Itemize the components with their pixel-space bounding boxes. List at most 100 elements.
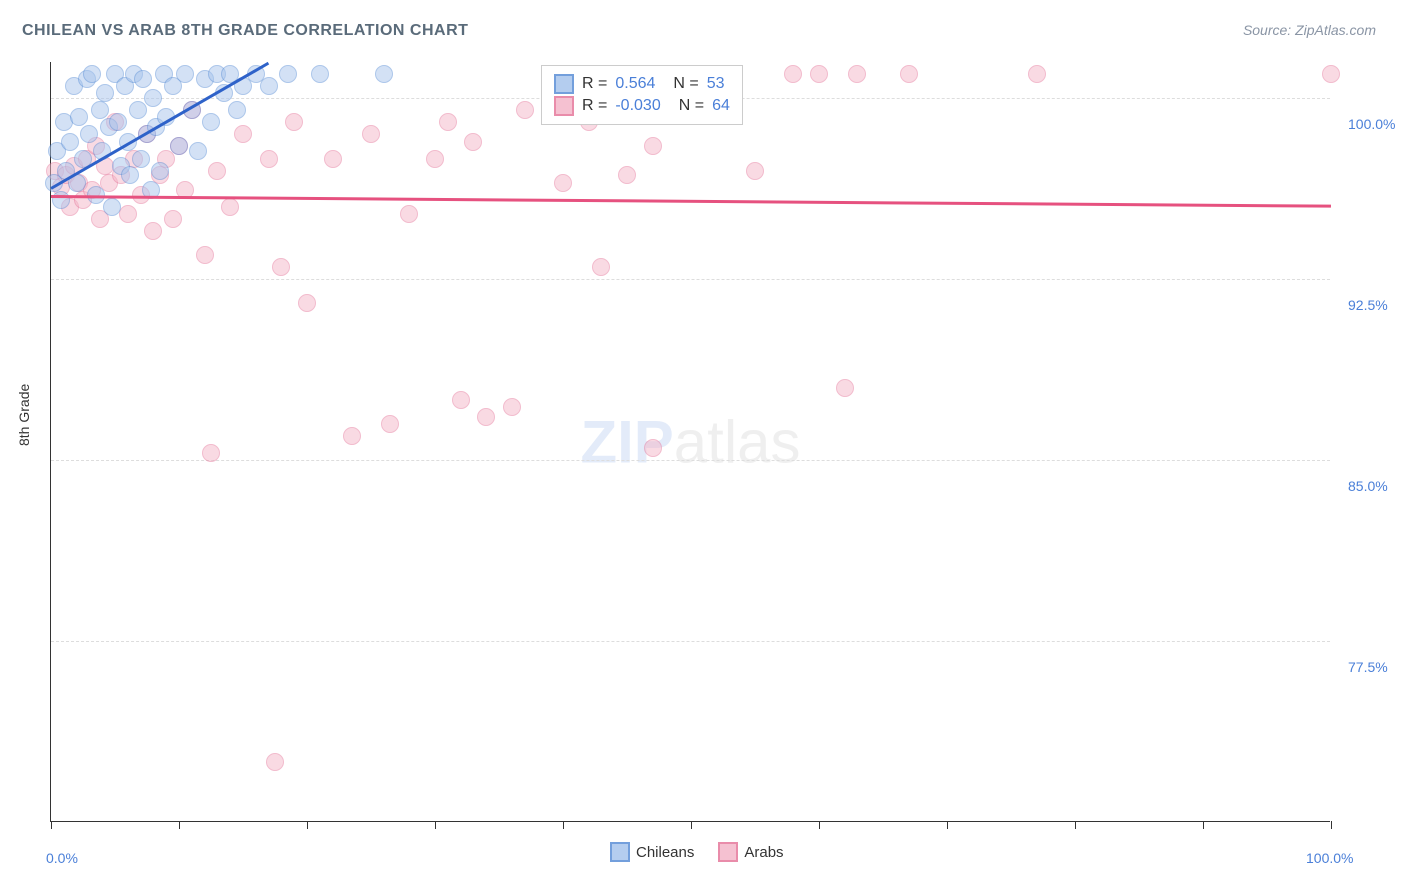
arabs-point [164,210,182,228]
y-axis-label: 8th Grade [16,384,32,446]
arabs-point [554,174,572,192]
arabs-point [784,65,802,83]
y-tick-label: 92.5% [1348,297,1388,313]
chileans-point [144,89,162,107]
arabs-r-value: -0.030 [615,97,660,115]
arabs-point [644,439,662,457]
watermark: ZIPatlas [580,407,800,476]
chileans-point [279,65,297,83]
arabs-point [272,258,290,276]
chileans-point [70,108,88,126]
chileans-point [202,113,220,131]
arabs-point [464,133,482,151]
chileans-point [61,133,79,151]
x-tick [1331,821,1332,829]
arabs-point [746,162,764,180]
arabs-point [202,444,220,462]
arabs-point [324,150,342,168]
y-tick-label: 85.0% [1348,478,1388,494]
x-tick [51,821,52,829]
r-label: R = [582,97,607,115]
n-label: N = [679,97,704,115]
arabs-point [592,258,610,276]
arabs-point [400,205,418,223]
arabs-point [1322,65,1340,83]
chileans-point [132,150,150,168]
x-tick [1075,821,1076,829]
arabs-point [298,294,316,312]
x-tick [563,821,564,829]
arabs-point [516,101,534,119]
x-tick [435,821,436,829]
x-tick [819,821,820,829]
chileans-point [52,191,70,209]
chileans-point [375,65,393,83]
arabs-point [266,753,284,771]
arabs-point [503,398,521,416]
arabs-point [810,65,828,83]
arabs-point [362,125,380,143]
chileans-point [80,125,98,143]
x-tick-label: 0.0% [46,850,78,866]
x-tick [179,821,180,829]
legend-item-arabs: Arabs [718,842,783,862]
y-tick-label: 77.5% [1348,659,1388,675]
chart-title: CHILEAN VS ARAB 8TH GRADE CORRELATION CH… [22,22,468,40]
correlation-legend: R = 0.564N = 53R = -0.030N = 64 [541,65,743,125]
arabs-point [285,113,303,131]
arabs-point [234,125,252,143]
x-tick [1203,821,1204,829]
chileans-swatch [554,74,574,94]
arabs-point [426,150,444,168]
chileans-point [129,101,147,119]
legend-item-chileans: Chileans [610,842,694,862]
arabs-point [900,65,918,83]
chileans-point [103,198,121,216]
chileans-point [151,162,169,180]
series-legend: Chileans Arabs [610,842,784,862]
gridline [51,641,1330,642]
arabs-point [618,166,636,184]
chileans-point [134,70,152,88]
watermark-part2: atlas [674,408,801,475]
chileans-point [109,113,127,131]
chileans-point [176,65,194,83]
x-tick [307,821,308,829]
arabs-point [221,198,239,216]
watermark-part1: ZIP [580,408,673,475]
gridline [51,460,1330,461]
chileans-point [260,77,278,95]
arabs-point [144,222,162,240]
arabs-point [439,113,457,131]
arabs-point [260,150,278,168]
arabs-point [196,246,214,264]
gridline [51,279,1330,280]
legend-row-arabs: R = -0.030 N = 64 [554,96,730,116]
x-tick [947,821,948,829]
x-tick-label: 100.0% [1306,850,1353,866]
arabs-swatch [554,96,574,116]
arabs-point [644,137,662,155]
chileans-point [91,101,109,119]
arabs-point [452,391,470,409]
source-label: Source: ZipAtlas.com [1243,22,1376,38]
chileans-point [121,166,139,184]
arabs-point [343,427,361,445]
arabs-point [381,415,399,433]
chileans-point [228,101,246,119]
arabs-swatch-bottom [718,842,738,862]
n-label: N = [673,75,698,93]
arabs-trendline [51,195,1331,208]
r-label: R = [582,75,607,93]
chileans-point [96,84,114,102]
chileans-label: Chileans [636,844,694,861]
chileans-point [83,65,101,83]
chart-plot-area: ZIPatlas R = 0.564N = 53R = -0.030N = 64 [50,62,1330,822]
legend-row-chileans: R = 0.564N = 53 [554,74,730,94]
chileans-point [170,137,188,155]
arabs-n-value: 64 [712,97,730,115]
arabs-point [836,379,854,397]
chileans-swatch-bottom [610,842,630,862]
arabs-point [119,205,137,223]
arabs-point [477,408,495,426]
